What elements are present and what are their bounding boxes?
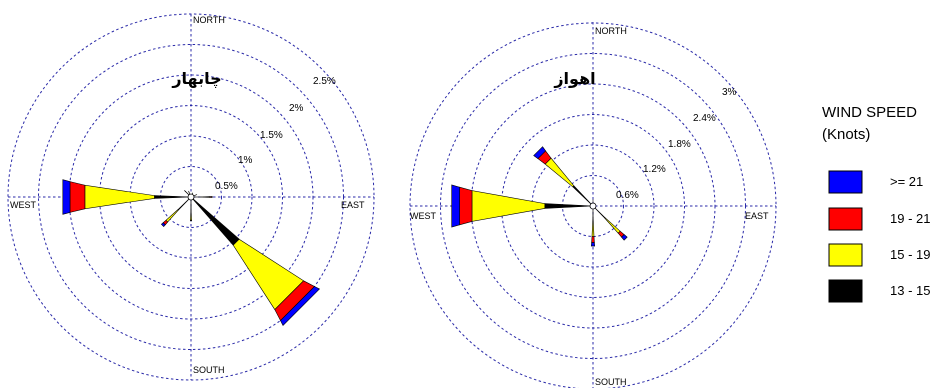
petal-segment	[211, 196, 213, 198]
west-label: WEST	[10, 200, 37, 210]
petal-segment	[184, 190, 186, 192]
petal-segment	[591, 216, 595, 237]
rose-title: چابهار	[171, 69, 221, 89]
west-label: WEST	[410, 211, 437, 221]
legend-label: >= 21	[890, 174, 923, 189]
petal-segment	[84, 184, 155, 210]
ring-label-5: 2.5%	[313, 76, 336, 87]
petal-segment	[572, 185, 594, 207]
petal-segment	[544, 157, 575, 188]
wind-rose-ahvaz: NORTH SOUTH WEST EAST 0.6% 1.2% 1.8% 2.4…	[409, 22, 777, 388]
north-label: NORTH	[595, 26, 627, 36]
petal-segment	[201, 196, 211, 198]
legend-item: >= 21	[828, 170, 923, 194]
legend: WIND SPEED (Knots) >= 21 19 - 21 15 - 19…	[822, 104, 930, 303]
petal-segment	[591, 236, 595, 243]
petal-segment	[188, 190, 190, 193]
legend-swatch	[828, 207, 863, 231]
petal-segment	[544, 203, 594, 209]
ring-label-3: 1.5%	[260, 130, 283, 141]
petal-segment	[62, 179, 71, 215]
ring-label-1: 0.5%	[215, 181, 238, 192]
legend-label: 19 - 21	[890, 211, 930, 226]
legend-item: 15 - 19	[828, 243, 930, 267]
legend-item: 19 - 21	[828, 207, 930, 231]
east-label: EAST	[745, 211, 769, 221]
ring-label-2: 1.2%	[643, 164, 666, 175]
south-label: SOUTH	[193, 365, 225, 375]
petal-segment	[184, 190, 190, 196]
legend-item: 13 - 15	[828, 279, 930, 303]
petal-segment	[190, 219, 192, 222]
petal-segment	[533, 146, 546, 159]
petal-segment	[621, 234, 628, 241]
rose-center	[589, 202, 597, 210]
petal-segment	[165, 209, 179, 223]
legend-title: WIND SPEED	[822, 104, 917, 121]
petal-segment	[471, 190, 546, 222]
legend-swatch	[828, 279, 863, 303]
rose-center	[187, 193, 195, 201]
legend-swatch	[828, 243, 863, 267]
ring-label-5: 3%	[722, 87, 737, 98]
petal-segment	[69, 181, 86, 213]
north-label: NORTH	[193, 15, 225, 25]
petal-segment	[190, 211, 192, 221]
petal-segment	[154, 195, 192, 199]
legend-swatch	[828, 170, 863, 194]
ring-label-1: 0.6%	[616, 190, 639, 201]
petal-segment	[590, 242, 596, 247]
east-label: EAST	[341, 200, 365, 210]
ring-label-2: 1%	[238, 155, 253, 166]
petal-segment	[459, 186, 473, 226]
petal-segment	[190, 196, 240, 246]
petal-segment	[280, 286, 321, 327]
ring-label-4: 2.4%	[693, 113, 716, 124]
legend-label: 13 - 15	[890, 283, 930, 298]
legend-subtitle: (Knots)	[822, 126, 870, 143]
rose-title: اهواز	[553, 69, 595, 88]
south-label: SOUTH	[595, 377, 627, 387]
ring-label-3: 1.8%	[668, 139, 691, 150]
petal-segment	[604, 217, 621, 234]
rose-petals	[62, 179, 321, 327]
legend-label: 15 - 19	[890, 247, 930, 262]
wind-rose-chabahar: NORTH SOUTH WEST EAST 0.5% 1% 1.5% 2% 2.…	[7, 13, 375, 381]
rose-petals	[451, 146, 628, 247]
petal-segment	[160, 222, 166, 228]
petal-segment	[451, 184, 460, 228]
ring-label-4: 2%	[289, 103, 304, 114]
